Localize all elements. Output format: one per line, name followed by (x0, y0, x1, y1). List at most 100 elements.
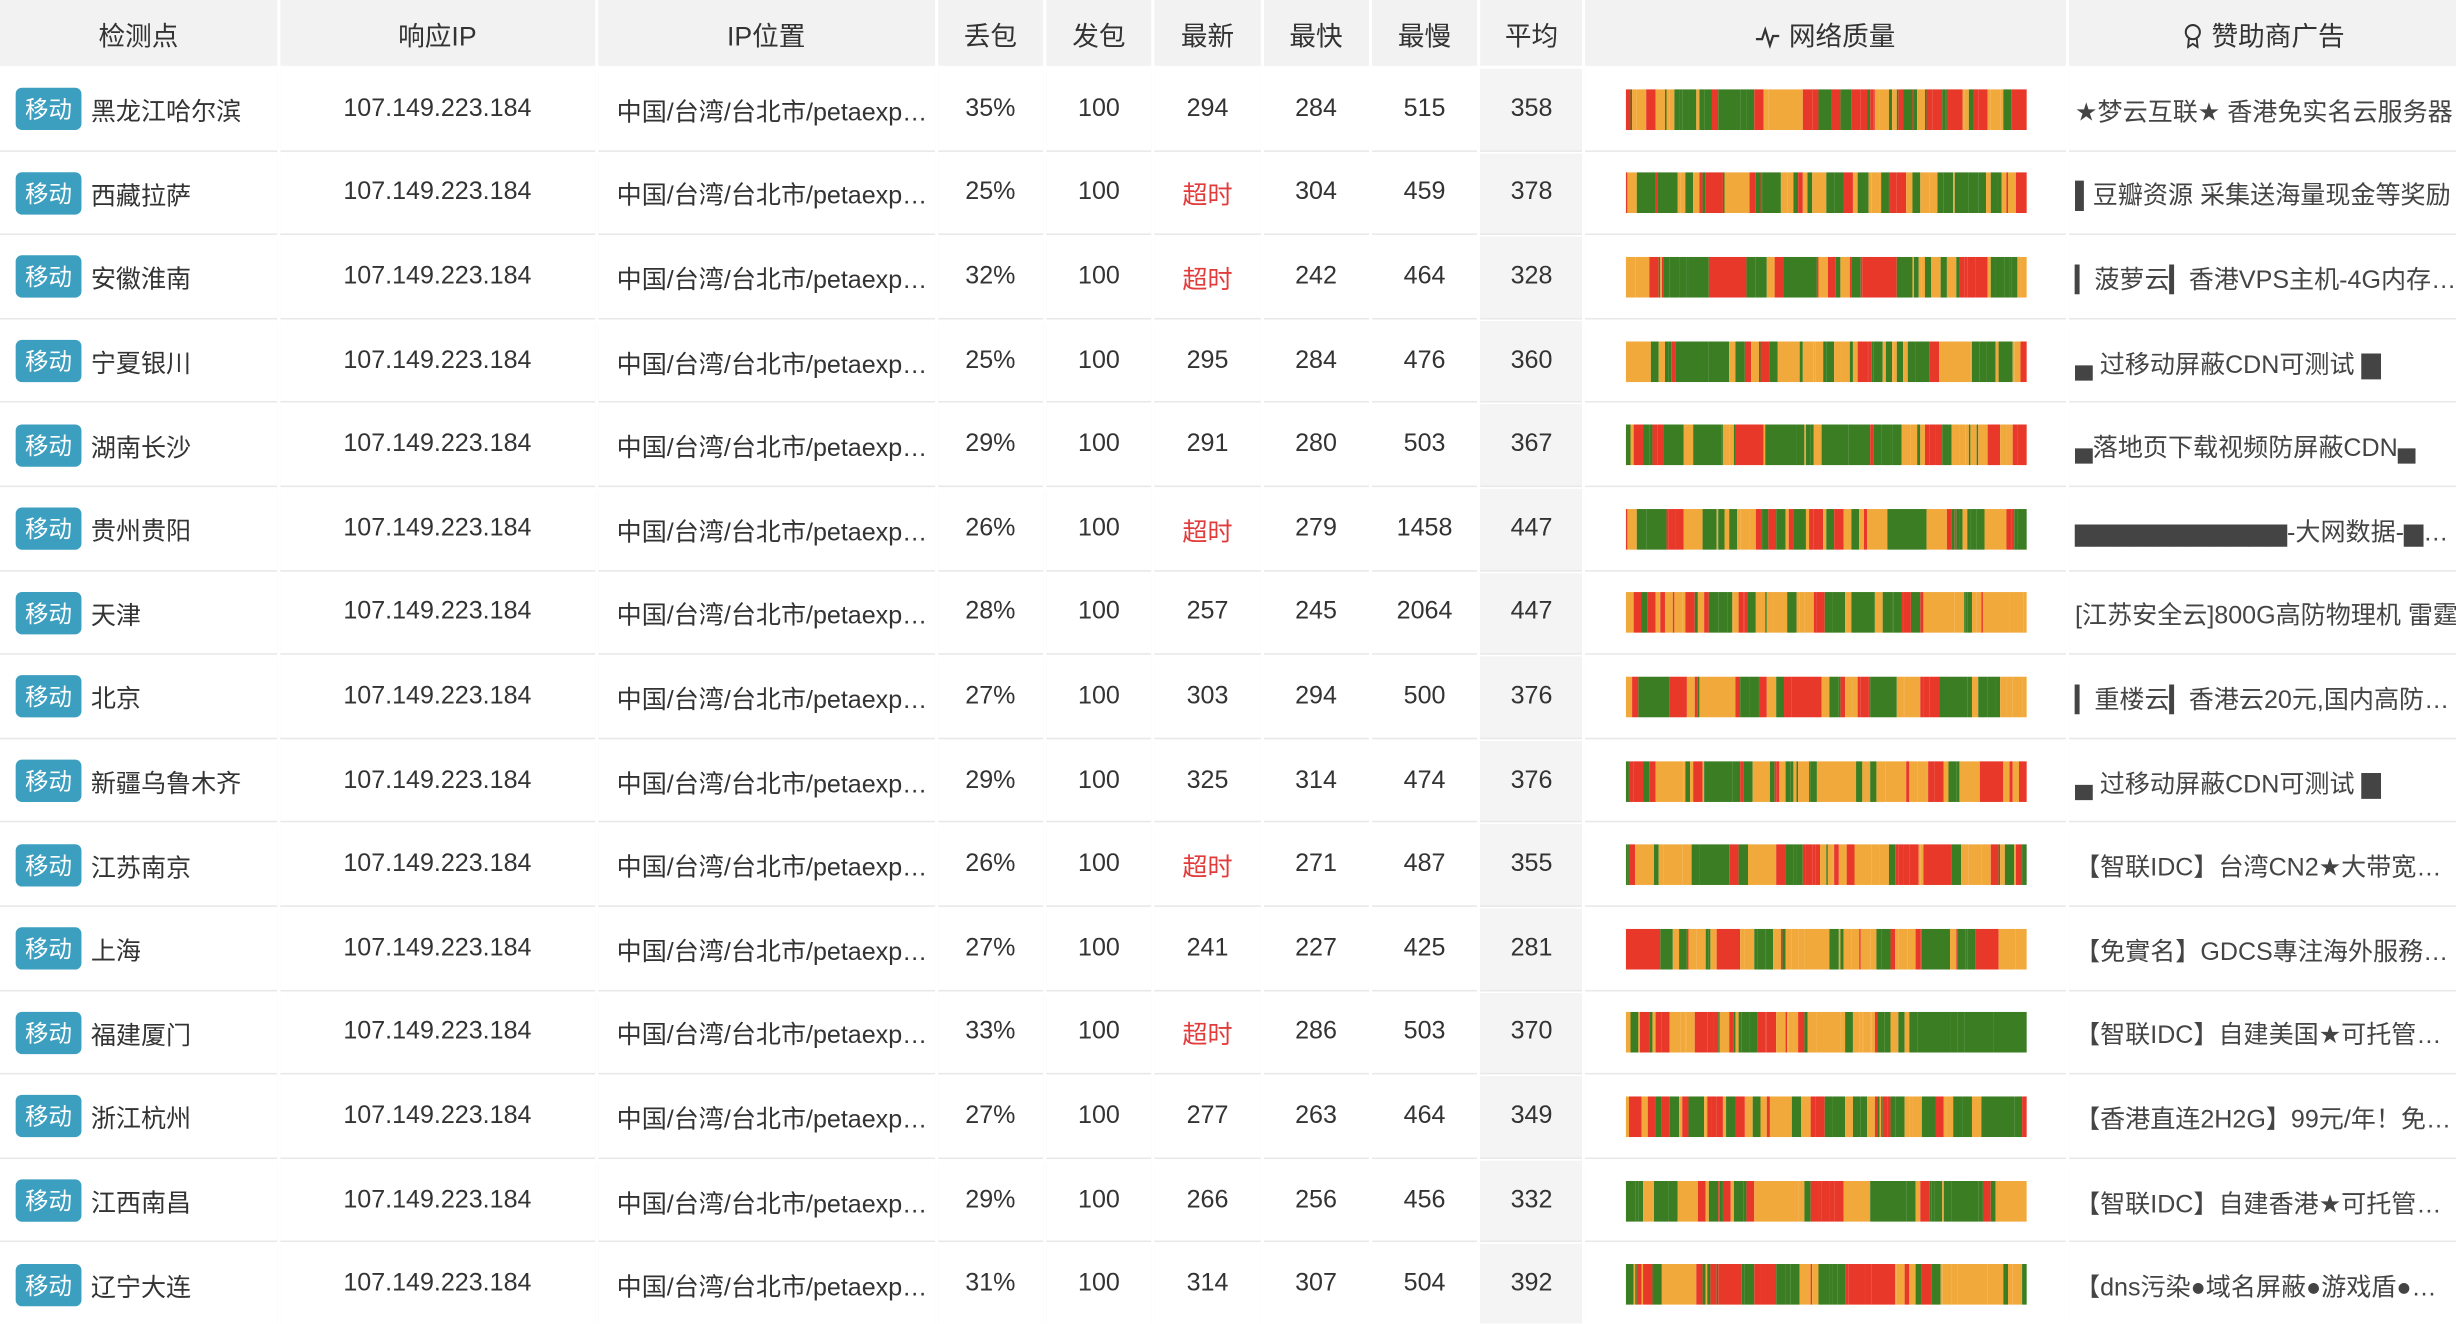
cell-point[interactable]: 移动 湖南长沙 (0, 404, 277, 486)
quality-bar[interactable] (1626, 760, 2028, 802)
table-row[interactable]: 移动 江苏南京 107.149.223.184 中国/台湾/台北市/petaexpre… (0, 824, 2456, 906)
cell-fastest: 284 (1263, 320, 1369, 402)
cell-quality[interactable] (1585, 1160, 2066, 1241)
cell-sponsor-ad[interactable]: 【免實名】GDCS專注海外服務器租用 (2068, 908, 2456, 990)
isp-badge: 移动 (15, 172, 82, 215)
quality-bar[interactable] (1626, 592, 2028, 634)
cell-quality[interactable] (1585, 1244, 2066, 1324)
table-row[interactable]: 移动 西藏拉萨 107.149.223.184 中国/台湾/台北市/petaexpre… (0, 152, 2456, 234)
cell-point[interactable]: 移动 新疆乌鲁木齐 (0, 740, 277, 822)
cell-sponsor-ad[interactable]: 【智联IDC】台湾CN2★大带宽★直连 (2068, 824, 2456, 906)
cell-sponsor-ad[interactable]: ▄ 过移动屏蔽CDN可测试 ▇ (2068, 320, 2456, 402)
quality-bar[interactable] (1626, 844, 2028, 886)
cell-sponsor-ad[interactable]: ★梦云互联★ 香港免实名云服务器 (2068, 68, 2456, 150)
cell-quality[interactable] (1585, 656, 2066, 738)
quality-bar[interactable] (1626, 676, 2028, 718)
cell-point[interactable]: 移动 辽宁大连 (0, 1244, 277, 1324)
cell-sponsor-ad[interactable]: ▎菠萝云▎香港VPS主机-4G内存仅需 (2068, 236, 2456, 318)
quality-bar[interactable] (1626, 256, 2028, 298)
cell-quality[interactable] (1585, 1076, 2066, 1158)
header-quality[interactable]: 网络质量 (1585, 0, 2066, 66)
cell-quality[interactable] (1585, 740, 2066, 822)
cell-point[interactable]: 移动 贵州贵阳 (0, 488, 277, 570)
table-row[interactable]: 移动 湖南长沙 107.149.223.184 中国/台湾/台北市/petaexpre… (0, 404, 2456, 486)
quality-bar[interactable] (1626, 1012, 2028, 1054)
cell-sponsor-ad[interactable]: 【智联IDC】自建香港★可托管★高防 (2068, 1160, 2456, 1241)
header-average[interactable]: 平均 (1480, 0, 1583, 66)
cell-quality[interactable] (1585, 68, 2066, 150)
header-ip[interactable]: 响应IP (280, 0, 595, 66)
cell-quality[interactable] (1585, 824, 2066, 906)
cell-sponsor-ad[interactable]: 【dns污染●域名屏蔽●游戏盾●高防】 (2068, 1244, 2456, 1324)
cell-sponsor-ad[interactable]: ▆▆▆▆▆▆▆▆▆▆▆-大网数据-▆▆▆▆▆▆ (2068, 488, 2456, 570)
cell-point[interactable]: 移动 黑龙江哈尔滨 (0, 68, 277, 150)
quality-bar[interactable] (1626, 508, 2028, 550)
cell-point[interactable]: 移动 宁夏银川 (0, 320, 277, 402)
table-row[interactable]: 移动 江西南昌 107.149.223.184 中国/台湾/台北市/petaexpre… (0, 1160, 2456, 1241)
table-row[interactable]: 移动 新疆乌鲁木齐 107.149.223.184 中国/台湾/台北市/petaexp… (0, 740, 2456, 822)
table-row[interactable]: 移动 黑龙江哈尔滨 107.149.223.184 中国/台湾/台北市/petaexp… (0, 68, 2456, 150)
header-location[interactable]: IP位置 (597, 0, 935, 66)
cell-quality[interactable] (1585, 404, 2066, 486)
cell-point[interactable]: 移动 江苏南京 (0, 824, 277, 906)
table-row[interactable]: 移动天津107.149.223.184中国/台湾/台北市/petaexpress… (0, 572, 2456, 654)
cell-sponsor-ad[interactable]: ▄ 过移动屏蔽CDN可测试 ▇ (2068, 740, 2456, 822)
cell-point[interactable]: 移动 上海 (0, 908, 277, 990)
quality-bar[interactable] (1626, 424, 2028, 466)
cell-sponsor-ad[interactable]: ▄落地页下载视频防屏蔽CDN▄ (2068, 404, 2456, 486)
cell-point[interactable]: 移动 安徽淮南 (0, 236, 277, 318)
cell-average: 328 (1480, 236, 1583, 318)
cell-quality[interactable] (1585, 152, 2066, 234)
cell-quality[interactable] (1585, 572, 2066, 654)
cell-slowest: 456 (1371, 1160, 1478, 1241)
table-row[interactable]: 移动 安徽淮南 107.149.223.184 中国/台湾/台北市/petaexpre… (0, 236, 2456, 318)
point-name: 辽宁大连 (90, 1275, 192, 1302)
cell-sponsor-ad[interactable]: ▌豆瓣资源 采集送海量现金等奖励 (2068, 152, 2456, 234)
point-name: 黑龙江哈尔滨 (90, 99, 242, 127)
quality-bar[interactable] (1626, 1096, 2028, 1138)
cell-latest: 266 (1154, 1160, 1261, 1241)
cell-ip: 107.149.223.184 (280, 1160, 595, 1241)
table-row[interactable]: 移动上海107.149.223.184中国/台湾/台北市/petaexpress… (0, 908, 2456, 990)
quality-bar[interactable] (1626, 928, 2028, 970)
cell-sponsor-ad[interactable]: ▎重楼云▎香港云20元,国内高防云服务 (2068, 656, 2456, 738)
cell-quality[interactable] (1585, 488, 2066, 570)
table-row[interactable]: 移动 福建厦门 107.149.223.184 中国/台湾/台北市/petaexpre… (0, 992, 2456, 1074)
quality-bar[interactable] (1626, 172, 2028, 214)
header-fastest[interactable]: 最快 (1263, 0, 1369, 66)
cell-point[interactable]: 移动 天津 (0, 572, 277, 654)
header-slowest[interactable]: 最慢 (1371, 0, 1478, 66)
cell-quality[interactable] (1585, 908, 2066, 990)
header-latest[interactable]: 最新 (1154, 0, 1261, 66)
cell-sent: 100 (1046, 68, 1152, 150)
cell-point[interactable]: 移动 浙江杭州 (0, 1076, 277, 1158)
cell-point[interactable]: 移动 西藏拉萨 (0, 152, 277, 234)
cell-loss: 35% (937, 68, 1044, 150)
table-row[interactable]: 移动 宁夏银川 107.149.223.184 中国/台湾/台北市/petaexpre… (0, 320, 2456, 402)
cell-point[interactable]: 移动 北京 (0, 656, 277, 738)
cell-sponsor-ad[interactable]: 【香港直连2H2G】99元/年！免备案 (2068, 1076, 2456, 1158)
cell-quality[interactable] (1585, 320, 2066, 402)
header-point[interactable]: 检测点 (0, 0, 277, 66)
quality-bar[interactable] (1626, 1180, 2028, 1221)
cell-latest: 303 (1154, 656, 1261, 738)
quality-bar[interactable] (1626, 1264, 2028, 1305)
header-sponsor[interactable]: 赞助商广告 (2068, 0, 2456, 66)
cell-point[interactable]: 移动 福建厦门 (0, 992, 277, 1074)
table-row[interactable]: 移动 辽宁大连 107.149.223.184 中国/台湾/台北市/petaexpre… (0, 1244, 2456, 1324)
table-row[interactable]: 移动 浙江杭州 107.149.223.184 中国/台湾/台北市/petaexpre… (0, 1076, 2456, 1158)
quality-bar[interactable] (1626, 88, 2028, 130)
table-row[interactable]: 移动北京107.149.223.184中国/台湾/台北市/petaexpress… (0, 656, 2456, 738)
quality-bar[interactable] (1626, 340, 2028, 382)
cell-quality[interactable] (1585, 992, 2066, 1074)
header-loss[interactable]: 丢包 (937, 0, 1044, 66)
header-sent[interactable]: 发包 (1046, 0, 1152, 66)
cell-sponsor-ad[interactable]: [江苏安全云]800G高防物理机 雷霆 (2068, 572, 2456, 654)
cell-sent: 100 (1046, 824, 1152, 906)
point-name: 宁夏银川 (90, 351, 192, 379)
cell-sponsor-ad[interactable]: 【智联IDC】自建美国★可托管★高防 (2068, 992, 2456, 1074)
cell-quality[interactable] (1585, 236, 2066, 318)
cell-latest: 超时 (1154, 824, 1261, 906)
table-row[interactable]: 移动 贵州贵阳 107.149.223.184 中国/台湾/台北市/petaexpre… (0, 488, 2456, 570)
cell-point[interactable]: 移动 江西南昌 (0, 1160, 277, 1241)
